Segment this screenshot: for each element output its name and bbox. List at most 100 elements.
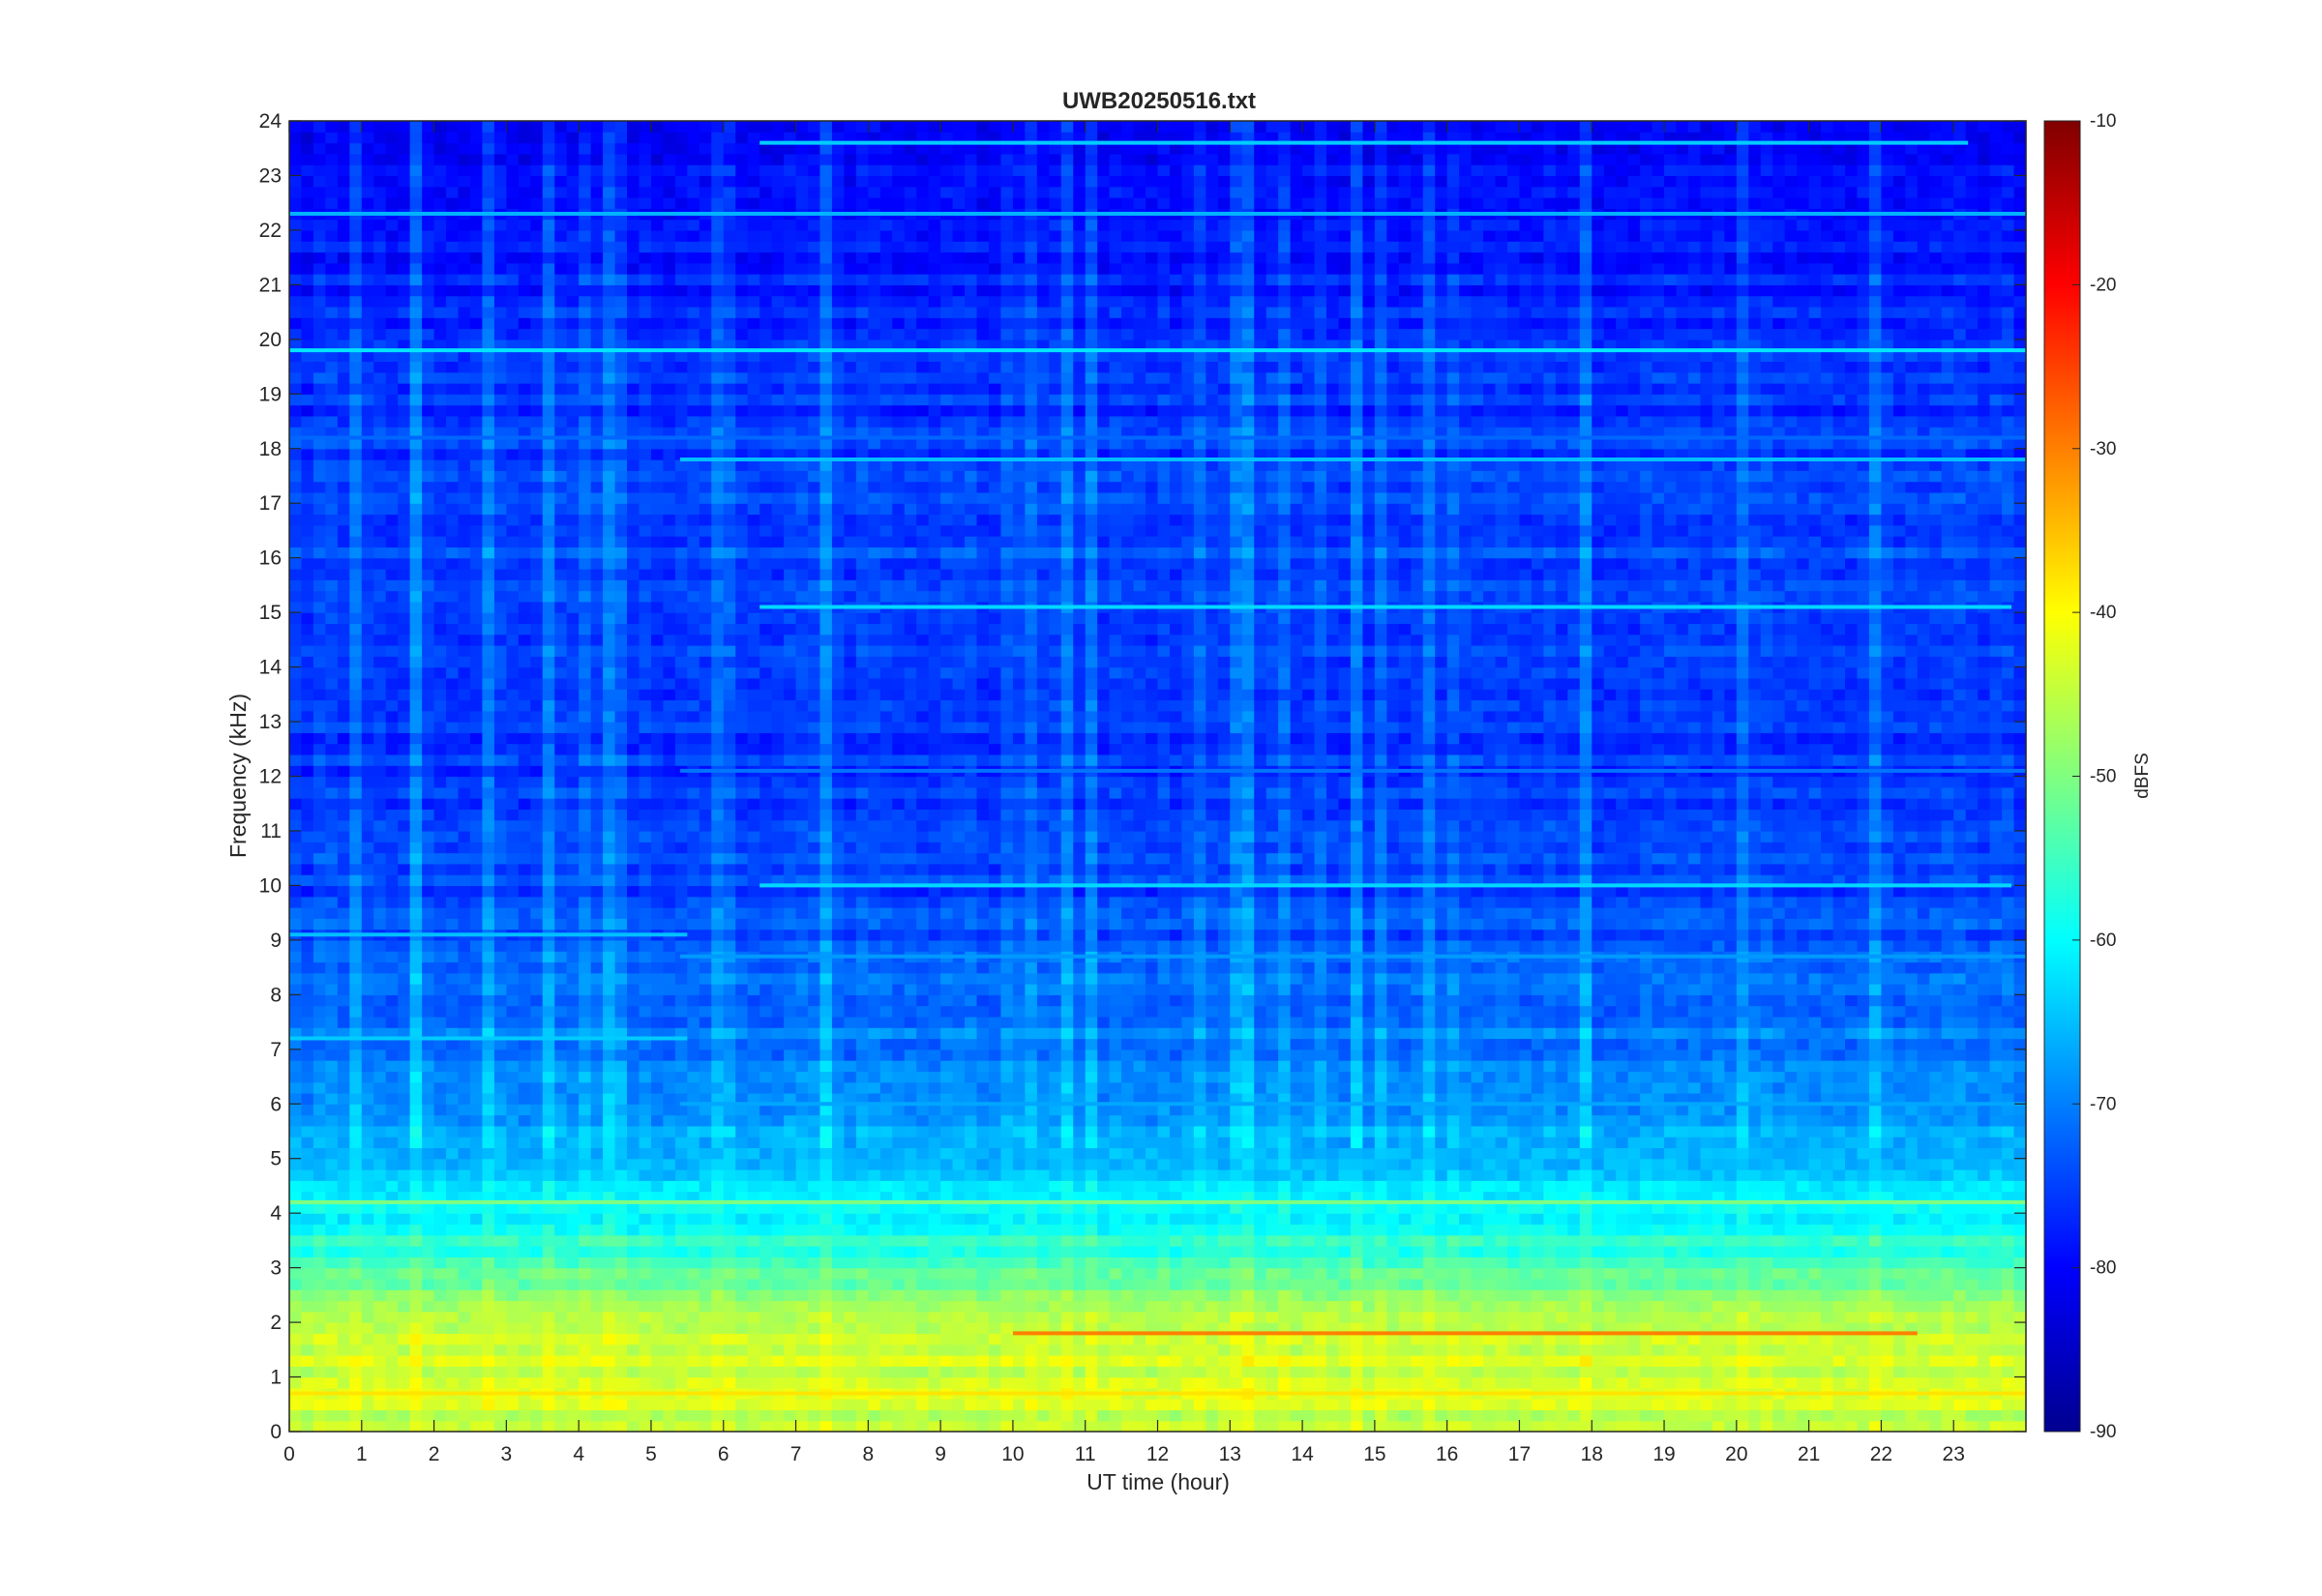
- heatmap-cell: [976, 1081, 990, 1094]
- heatmap-cell: [1435, 1399, 1448, 1411]
- heatmap-cell: [361, 1191, 374, 1203]
- heatmap-cell: [1025, 1125, 1038, 1138]
- heatmap-cell: [1616, 1344, 1629, 1356]
- heatmap-cell: [1808, 1201, 1822, 1214]
- heatmap-cell: [301, 1224, 314, 1236]
- heatmap-cell: [1459, 1169, 1473, 1181]
- heatmap-cell: [1265, 1060, 1279, 1072]
- heatmap-cell: [1531, 1333, 1544, 1345]
- heatmap-cell: [1254, 1169, 1267, 1181]
- heatmap-cell: [892, 1169, 906, 1181]
- heatmap-cell: [1302, 1267, 1316, 1280]
- heatmap-cell: [506, 1049, 520, 1061]
- heatmap-cell: [1290, 1169, 1303, 1181]
- heatmap-cell: [446, 1125, 460, 1138]
- heatmap-cell: [1784, 1409, 1798, 1422]
- heatmap-cell: [373, 1147, 387, 1160]
- heatmap-cell: [1664, 1234, 1678, 1247]
- heatmap-cell: [1784, 1311, 1798, 1323]
- heatmap-cell: [868, 1060, 881, 1072]
- heatmap-cell: [1446, 1201, 1460, 1214]
- heatmap-cell: [855, 1125, 869, 1138]
- heatmap-cell: [650, 1354, 665, 1367]
- heatmap-cell: [1808, 1081, 1822, 1094]
- heatmap-cell: [1422, 1234, 1436, 1247]
- heatmap-cell: [831, 1158, 846, 1170]
- heatmap-cell: [1109, 1289, 1122, 1302]
- heatmap-cell: [759, 1399, 773, 1411]
- heatmap-cell: [1435, 1420, 1448, 1433]
- heatmap-cell: [433, 1049, 447, 1061]
- heatmap-cell: [1797, 1354, 1810, 1367]
- heatmap-cell: [1676, 1201, 1689, 1214]
- heatmap-cell: [855, 1147, 869, 1160]
- heatmap-cell: [928, 1060, 941, 1072]
- heatmap-cell: [398, 1289, 411, 1302]
- heatmap-cell: [1627, 1409, 1641, 1422]
- heatmap-cell: [879, 1409, 893, 1422]
- heatmap-cell: [1422, 1201, 1436, 1214]
- heatmap-cell: [337, 1104, 350, 1116]
- heatmap-cell: [844, 1213, 857, 1226]
- heatmap-cell: [433, 1147, 447, 1160]
- heatmap-cell: [844, 1060, 857, 1072]
- heatmap-cell: [1603, 1224, 1617, 1236]
- heatmap-cell: [1097, 1366, 1111, 1378]
- heatmap-cell: [1254, 1125, 1267, 1138]
- heatmap-cell: [1555, 1289, 1568, 1302]
- heatmap-cell: [409, 1399, 423, 1411]
- heatmap-cell: [554, 1104, 568, 1116]
- heatmap-cell: [1652, 1071, 1665, 1083]
- heatmap-cell: [1146, 1311, 1159, 1323]
- heatmap-cell: [1060, 1147, 1074, 1160]
- heatmap-cell: [1241, 1354, 1255, 1367]
- heatmap-cell: [603, 1311, 616, 1323]
- heatmap-cell: [349, 1213, 363, 1226]
- heatmap-cell: [1712, 1366, 1725, 1378]
- heatmap-cell: [337, 1049, 350, 1061]
- heatmap-cell: [723, 1049, 736, 1061]
- heatmap-cell: [868, 1092, 881, 1105]
- heatmap-cell: [844, 1137, 857, 1149]
- heatmap-cell: [1000, 1114, 1014, 1127]
- heatmap-cell: [723, 1092, 736, 1105]
- heatmap-cell: [1531, 1376, 1544, 1389]
- heatmap-cell: [819, 1399, 833, 1411]
- heatmap-cell: [1965, 1158, 1979, 1170]
- heatmap-cell: [1097, 1169, 1111, 1181]
- heatmap-cell: [904, 1289, 917, 1302]
- heatmap-cell: [879, 1289, 893, 1302]
- heatmap-cell: [1760, 1354, 1773, 1367]
- heatmap-cell: [482, 1246, 495, 1257]
- heatmap-cell: [1121, 1300, 1135, 1313]
- heatmap-cell: [1592, 1322, 1605, 1334]
- heatmap-cell: [988, 1333, 1002, 1345]
- heatmap-cell: [1495, 1366, 1508, 1378]
- heatmap-cell: [1181, 1104, 1195, 1116]
- heatmap-cell: [1616, 1191, 1629, 1203]
- heatmap-cell: [1338, 1420, 1352, 1433]
- heatmap-cell: [313, 1125, 326, 1138]
- heatmap-cell: [493, 1333, 507, 1345]
- heatmap-cell: [831, 1191, 846, 1203]
- heatmap-cell: [2002, 1376, 2015, 1389]
- heatmap-cell: [1760, 1376, 1773, 1389]
- heatmap-cell: [1362, 1147, 1376, 1160]
- heatmap-cell: [1784, 1354, 1798, 1367]
- heatmap-cell: [1157, 1246, 1171, 1257]
- heatmap-cell: [1845, 1354, 1859, 1367]
- heatmap-cell: [1386, 1180, 1400, 1193]
- heatmap-cell: [1265, 1104, 1279, 1116]
- heatmap-cell: [385, 1409, 399, 1422]
- heatmap-cell: [1784, 1213, 1798, 1226]
- heatmap-cell: [1411, 1344, 1424, 1356]
- heatmap-cell: [1471, 1354, 1484, 1367]
- heatmap-cell: [1917, 1191, 1930, 1203]
- heatmap-cell: [361, 1049, 374, 1061]
- heatmap-cell: [469, 1071, 484, 1083]
- heatmap-cell: [1917, 1354, 1930, 1367]
- heatmap-cell: [1060, 1344, 1074, 1356]
- heatmap-cell: [1422, 1114, 1436, 1127]
- heatmap-cell: [1724, 1081, 1738, 1094]
- heatmap-cell: [1000, 1201, 1014, 1214]
